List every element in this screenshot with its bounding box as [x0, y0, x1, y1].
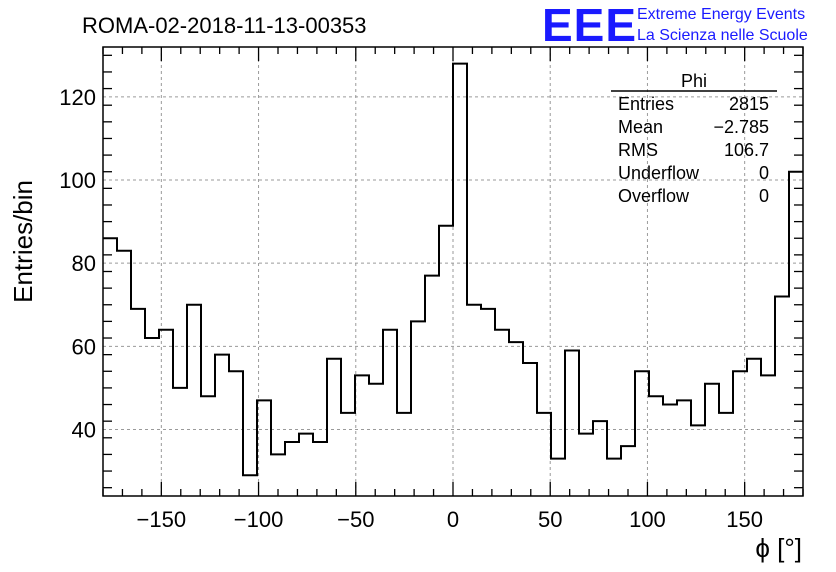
- chart-title: ROMA-02-2018-11-13-00353: [82, 13, 367, 38]
- stats-label-entries: Entries: [618, 94, 674, 114]
- stats-value-underflow: 0: [759, 163, 769, 183]
- x-tick-label: 0: [447, 507, 459, 532]
- grid-lines: [103, 47, 803, 496]
- stats-box: Phi Entries 2815 Mean −2.785 RMS 106.7 U…: [611, 71, 777, 206]
- y-tick-label: 100: [59, 168, 96, 193]
- y-tick-label: 80: [72, 251, 96, 276]
- stats-value-overflow: 0: [759, 186, 769, 206]
- x-tick-label: −100: [234, 507, 284, 532]
- stats-value-mean: −2.785: [713, 117, 769, 137]
- x-axis-title: ϕ [°]: [755, 533, 802, 563]
- y-axis-title: Entries/bin: [8, 180, 38, 303]
- y-tick-label: 120: [59, 85, 96, 110]
- y-tick-label: 60: [72, 334, 96, 359]
- x-tick-label: 50: [538, 507, 562, 532]
- logo-line-2: La Scienza nelle Scuole: [637, 27, 808, 44]
- stats-value-entries: 2815: [729, 94, 769, 114]
- x-tick-label: 100: [629, 507, 666, 532]
- eee-logo-mark: EEE: [542, 0, 637, 51]
- stats-label-underflow: Underflow: [618, 163, 700, 183]
- eee-logo: EEE Extreme Energy Events La Scienza nel…: [542, 0, 808, 51]
- x-tick-label: 150: [726, 507, 763, 532]
- y-tick-label: 40: [72, 417, 96, 442]
- stats-label-rms: RMS: [618, 140, 658, 160]
- x-tick-labels: −150 −100 −50 0 50 100 150: [137, 507, 763, 532]
- stats-title: Phi: [681, 71, 707, 91]
- logo-line-1: Extreme Energy Events: [637, 6, 805, 23]
- stats-value-rms: 106.7: [724, 140, 769, 160]
- x-tick-label: −150: [137, 507, 187, 532]
- x-tick-label: −50: [337, 507, 374, 532]
- stats-label-mean: Mean: [618, 117, 663, 137]
- y-tick-labels: 40 60 80 100 120: [59, 85, 96, 443]
- stats-label-overflow: Overflow: [618, 186, 690, 206]
- histogram-line: [103, 62, 803, 477]
- axis-ticks: [102, 47, 804, 496]
